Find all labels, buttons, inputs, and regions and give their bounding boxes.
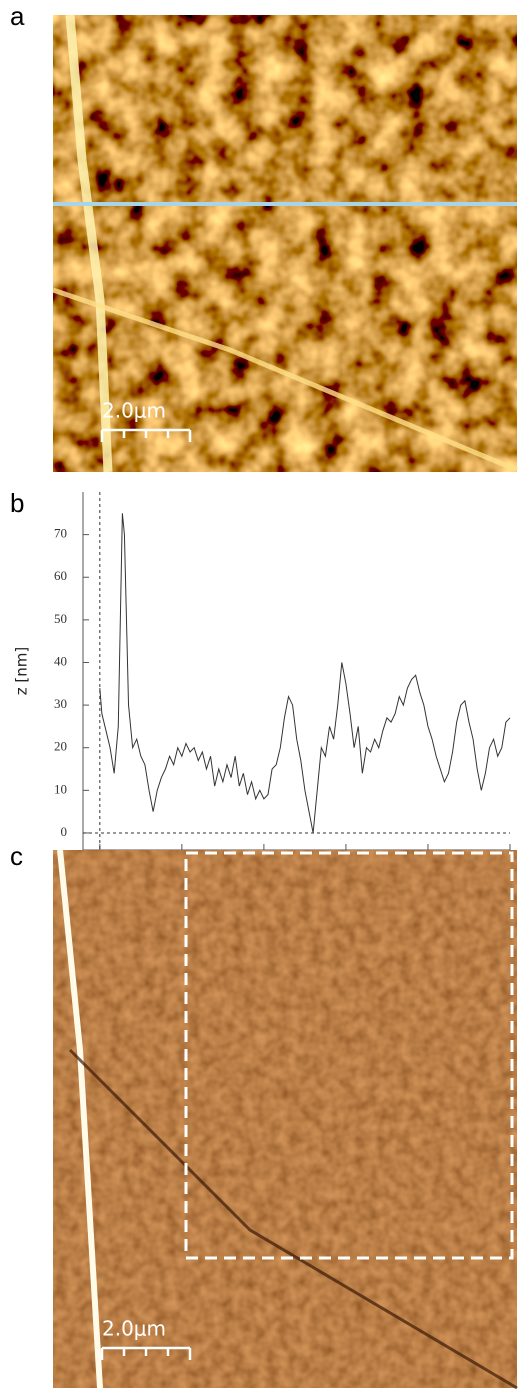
scale-bar [100,428,192,442]
scratch [52,287,518,473]
afm-texture [53,15,517,472]
scale-bar-label: 2.0μm [102,1317,166,1341]
y-tick-label: 50 [54,611,67,626]
panel-label: b [10,488,24,518]
y-tick-label: 0 [61,824,68,839]
scale-bar [100,1346,192,1360]
profile-line [99,513,511,834]
y-tick-label: 60 [54,568,67,583]
afm-texture [53,850,517,1388]
scratch [57,849,103,1389]
panel-label: c [10,841,23,871]
y-tick-label: 30 [54,696,67,711]
scratch [65,14,113,473]
zoom-box [184,851,514,1260]
y-axis-label: z [nm] [13,647,31,695]
scratch [68,1048,518,1390]
y-tick-label: 40 [54,653,67,668]
axes [82,492,510,851]
y-tick-label: 70 [54,526,67,541]
scale-bar-label: 2.0μm [102,399,166,423]
y-tick-label: 20 [54,739,67,754]
panel-label: a [10,1,25,31]
y-tick-label: 10 [54,781,67,796]
